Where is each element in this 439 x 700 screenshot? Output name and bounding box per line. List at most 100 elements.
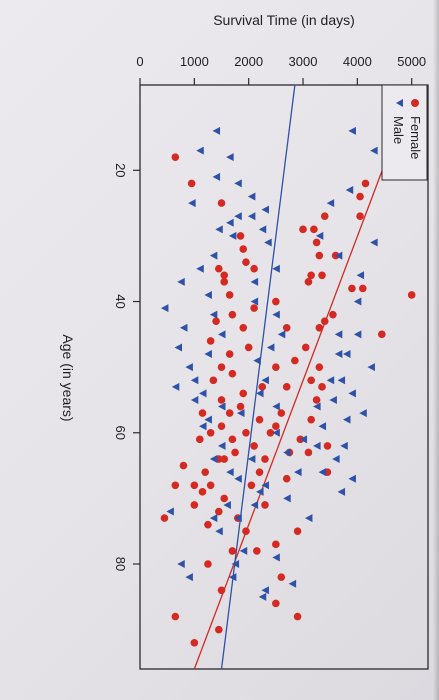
x-tick-label: 80 [113,557,128,571]
point-female [261,501,269,509]
point-female [236,402,245,411]
point-female [293,527,302,536]
point-male [258,592,267,601]
point-female [282,323,291,332]
point-female [160,514,169,522]
y-tick-label: 0 [136,54,143,69]
point-male [261,205,269,214]
point-male [226,218,234,227]
x-axis-ticks: 20 40 60 80 [113,163,140,571]
point-male [228,231,237,240]
fit-line-male [220,84,296,670]
point-male [326,376,335,385]
point-female [318,383,326,391]
x-axis-title: Age (in years) [60,334,76,421]
point-male [250,297,259,306]
point-female [220,455,229,463]
point-male [190,376,199,385]
point-female [228,547,237,555]
point-male [190,395,199,404]
point-female [228,435,237,444]
point-male [326,199,335,208]
fit-line-female [193,84,416,670]
point-male [212,126,221,135]
point-male [367,363,375,372]
point-male [185,573,193,582]
x-tick-label: 40 [113,294,128,308]
point-female [307,415,315,424]
point-female [206,481,215,490]
point-male [266,343,275,352]
point-female [312,238,321,247]
point-female [304,448,313,457]
point-female [228,369,237,378]
point-female [407,291,416,299]
point-female [198,409,207,417]
point-female [291,356,299,365]
point-female [209,376,218,385]
y-tick-label: 2000 [234,54,263,69]
point-male [315,231,324,240]
fit-lines [193,84,416,670]
point-female [310,225,318,234]
point-female [239,245,248,253]
x-tick-label: 60 [113,426,128,440]
point-male [342,415,351,424]
point-female [190,481,199,490]
point-male [272,264,280,273]
point-female [206,428,215,437]
point-female [348,284,356,293]
point-female [204,520,212,529]
point-male [345,185,354,194]
point-female [272,540,280,549]
point-male [256,389,264,398]
point-male [218,402,226,411]
point-female [304,278,313,286]
point-female [242,527,250,536]
point-female [204,560,212,568]
point-male [261,376,269,385]
point-male [304,514,313,523]
point-male [288,579,297,588]
point-male [218,330,226,339]
point-male [348,389,356,398]
point-female [272,363,280,371]
point-female [225,409,234,417]
point-female [250,442,258,450]
point-male [277,330,286,339]
point-female [242,258,250,266]
point-female [361,179,370,188]
legend: Female Male [381,84,428,181]
point-female [214,264,223,273]
point-female [228,310,237,319]
point-male [218,441,226,450]
point-male [196,264,204,273]
point-female [272,297,280,306]
point-male [250,500,259,509]
point-male [234,179,242,188]
point-male [313,402,321,411]
point-male [239,546,248,555]
point-female [214,507,223,516]
point-female [171,481,180,490]
point-male [198,389,207,398]
point-male [253,356,261,365]
point-female [242,428,250,437]
point-female [293,612,302,621]
point-male [337,487,346,496]
point-male [231,560,240,569]
point-male [359,409,367,418]
point-male [337,376,346,385]
point-male [370,146,378,155]
point-female [179,461,188,470]
point-male [204,350,212,359]
data-points [160,126,416,647]
point-male [340,441,348,450]
point-female [258,383,267,391]
point-female [217,363,226,371]
point-female [299,225,307,234]
point-male [258,225,267,234]
point-male [256,487,264,496]
point-female [220,278,229,286]
